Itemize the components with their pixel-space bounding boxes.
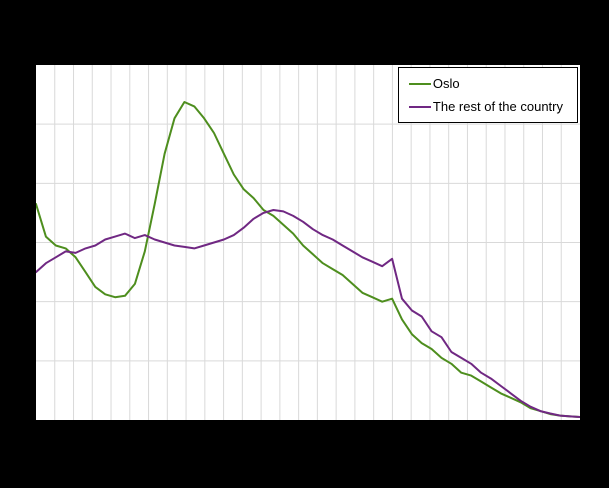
rest-of-country-line-swatch bbox=[408, 105, 431, 108]
legend-label-oslo: Oslo bbox=[432, 76, 460, 91]
oslo-line-swatch bbox=[408, 82, 431, 85]
legend: Oslo The rest of the country bbox=[397, 67, 578, 123]
legend-item-rest-of-country: The rest of the country bbox=[408, 99, 563, 114]
line-chart bbox=[36, 65, 580, 420]
legend-label-rest-of-country: The rest of the country bbox=[432, 99, 563, 114]
plot-area: Oslo The rest of the country bbox=[35, 64, 581, 421]
legend-item-oslo: Oslo bbox=[408, 76, 563, 91]
